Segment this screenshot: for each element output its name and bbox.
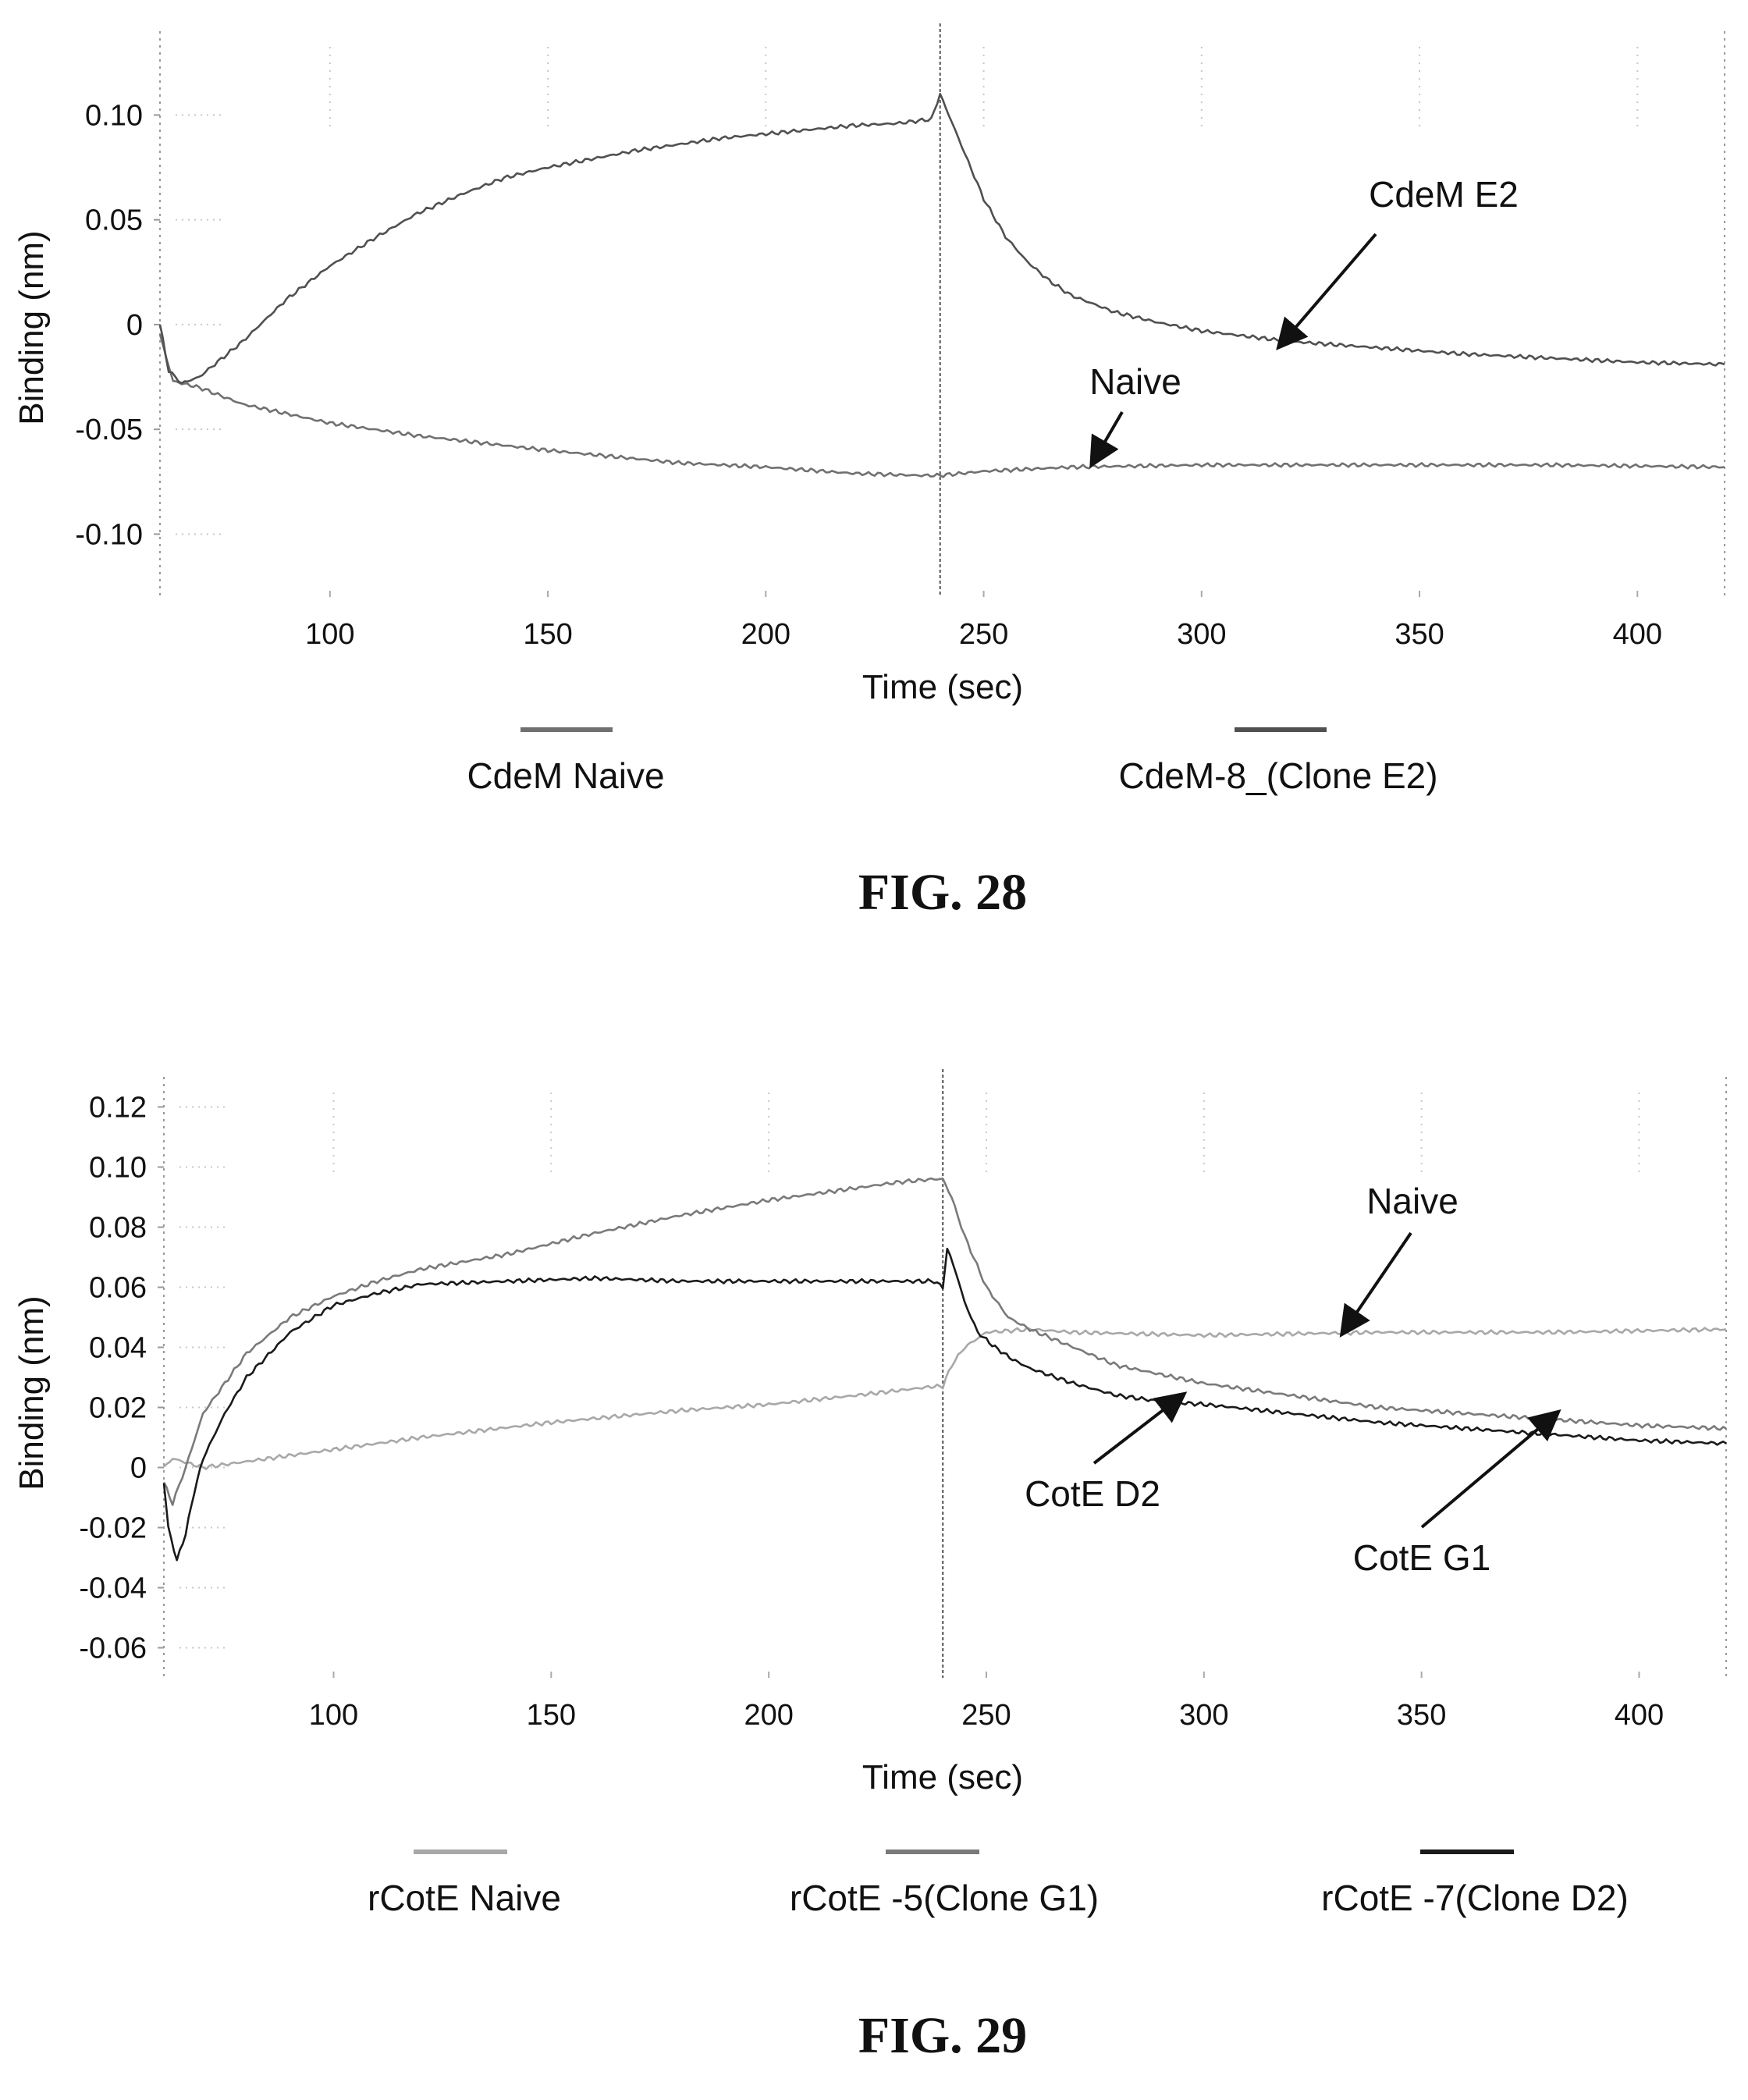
x-tick-label: 350: [1397, 1699, 1446, 1732]
chart-fig28: 0.10 0.05 0 -0.05 -0.10 100 150 200 250 300 350 40…: [12, 23, 1725, 921]
chart-fig28-xlabel: Time (sec): [862, 668, 1023, 706]
x-tick-label: 300: [1179, 1699, 1228, 1732]
x-tick-label: 350: [1394, 618, 1444, 651]
chart-fig29-y-ticks: 0.12 0.10 0.08 0.06 0.04 0.02 0 -0.02 -0.04 -0.06: [79, 1092, 164, 1665]
chart-fig29-xlabel: Time (sec): [862, 1758, 1023, 1796]
legend-label-cdem-e2: CdeM-8_(Clone E2): [1118, 755, 1437, 796]
x-tick-label: 150: [523, 618, 572, 651]
legend-label-rcote-naive: rCotE Naive: [368, 1878, 561, 1918]
legend-label-rcote-d2: rCotE -7(Clone D2): [1321, 1878, 1629, 1918]
chart-fig29-ylabel: Binding (nm): [12, 1295, 51, 1490]
annotation-naive-fig28-arrow: [1089, 410, 1124, 469]
y-tick-label: 0.10: [85, 99, 143, 132]
x-tick-label: 200: [744, 1699, 793, 1732]
annotation-naive-fig28: Naive: [1089, 361, 1181, 402]
series-line-rcote-naive: [163, 1327, 1727, 1470]
y-tick-label: 0: [130, 1452, 147, 1485]
x-tick-label: 100: [309, 1699, 358, 1732]
y-tick-label: 0.06: [89, 1272, 147, 1305]
y-tick-label: 0: [126, 309, 143, 342]
y-tick-label: 0.04: [89, 1332, 147, 1365]
annotation-cdem-e2: CdeM E2: [1369, 174, 1519, 215]
y-tick-label: -0.02: [79, 1512, 147, 1545]
chart-fig28-series: [158, 93, 1725, 478]
y-tick-label: 0.02: [89, 1392, 147, 1425]
chart-fig29-series: [162, 1177, 1727, 1562]
x-tick-label: 250: [961, 1699, 1011, 1732]
series-line-rcote-5-clone-g1-: [162, 1177, 1727, 1506]
annotation-cote-d2-arrow: [1092, 1391, 1188, 1465]
figure-label-28: FIG. 28: [858, 864, 1027, 921]
y-tick-label: -0.10: [75, 518, 143, 551]
x-tick-label: 150: [527, 1699, 576, 1732]
y-tick-label: -0.04: [79, 1572, 147, 1605]
y-tick-label: 0.12: [89, 1092, 147, 1125]
y-tick-label: -0.05: [75, 414, 143, 446]
chart-fig28-y-ticks: 0.10 0.05 0 -0.05 -0.10: [75, 99, 160, 551]
x-tick-label: 400: [1613, 618, 1662, 651]
annotation-cdem-e2-arrow: [1276, 233, 1377, 350]
chart-fig29-x-ticks: 100 150 200 250 300 350 400: [309, 1672, 1664, 1732]
chart-fig28-x-ticks: 100 150 200 250 300 350 400: [305, 591, 1662, 651]
annotation-naive-fig29: Naive: [1366, 1181, 1458, 1221]
x-tick-label: 300: [1177, 618, 1226, 651]
chart-fig29: 0.12 0.10 0.08 0.06 0.04 0.02 0 -0.02 -0.04 -0.06…: [12, 1069, 1727, 2064]
chart-fig28-gridmarks: [176, 47, 1639, 535]
annotation-cote-g1: CotE G1: [1353, 1537, 1490, 1578]
x-tick-label: 400: [1615, 1699, 1664, 1732]
annotation-naive-fig29-arrow: [1339, 1231, 1412, 1338]
x-tick-label: 200: [741, 618, 791, 651]
y-tick-label: 0.08: [89, 1212, 147, 1245]
y-tick-label: 0.10: [89, 1152, 147, 1185]
chart-fig28-ylabel: Binding (nm): [12, 230, 51, 425]
x-tick-label: 100: [305, 618, 354, 651]
x-tick-label: 250: [959, 618, 1008, 651]
annotation-cote-d2: CotE D2: [1025, 1473, 1160, 1514]
legend-label-cdem-naive: CdeM Naive: [467, 755, 664, 796]
y-tick-label: 0.05: [85, 204, 143, 237]
figure-label-29: FIG. 29: [858, 2007, 1027, 2064]
y-tick-label: -0.06: [79, 1633, 147, 1665]
annotation-cote-g1-arrow: [1420, 1409, 1561, 1529]
series-line-cdem-8-clone-e2-: [158, 93, 1725, 385]
series-line-cdem-naive: [158, 334, 1725, 478]
series-line-rcote-7-clone-d2-: [162, 1247, 1727, 1562]
legend-label-rcote-g1: rCotE -5(Clone G1): [790, 1878, 1099, 1918]
